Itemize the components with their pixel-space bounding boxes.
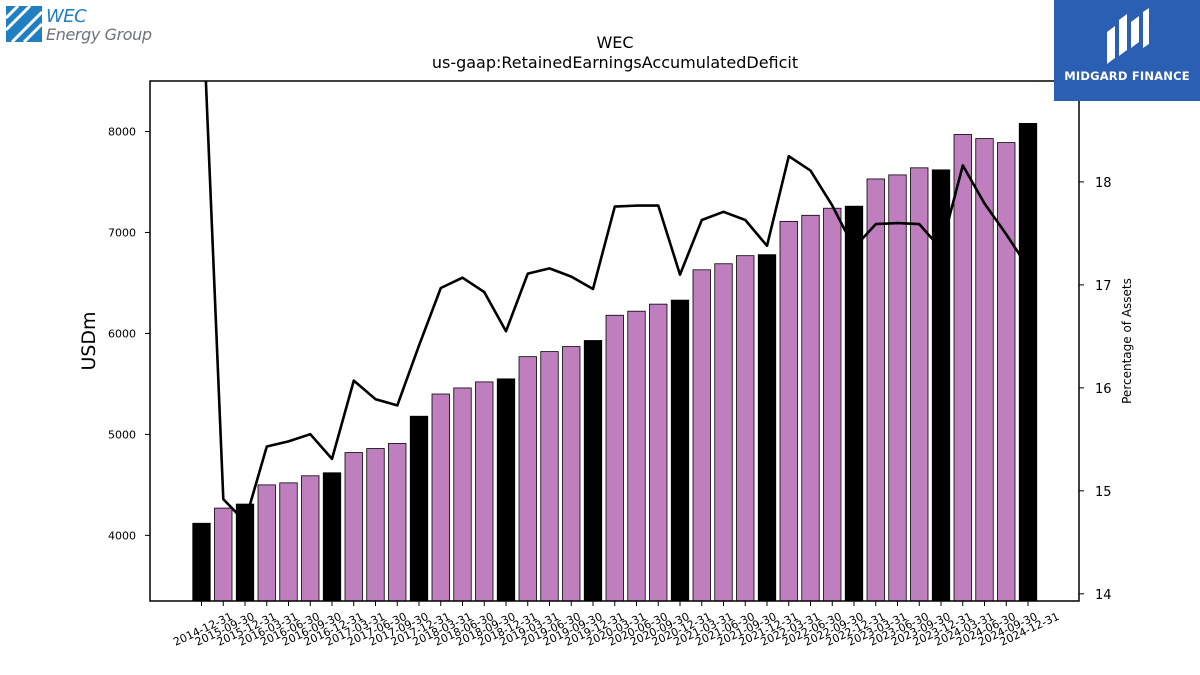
- bar-2023-03-31: [866, 178, 885, 602]
- bar-2019-03-31: [518, 356, 537, 602]
- bar-2017-03-31: [344, 452, 363, 602]
- bar-2022-06-30: [801, 214, 820, 602]
- y2-tick-label-17: 17: [1095, 279, 1112, 294]
- bar-2021-03-31: [692, 269, 711, 602]
- percentage-line: [204, 81, 1030, 524]
- bar-2024-09-30: [997, 142, 1016, 602]
- y2-tick-label-15: 15: [1095, 485, 1112, 500]
- y2-tick-label-18: 18: [1095, 176, 1112, 191]
- bar-2017-06-30: [366, 448, 385, 602]
- bar-2021-06-30: [714, 263, 733, 602]
- bar-2018-12-31: [496, 378, 516, 602]
- y-tick-label-6000: 6000: [108, 327, 136, 340]
- chart-subtitle: us-gaap:RetainedEarningsAccumulatedDefic…: [432, 53, 798, 72]
- chart-title: WEC: [596, 33, 633, 52]
- bar-2022-09-30: [823, 207, 842, 602]
- y-tick-label-7000: 7000: [108, 226, 136, 239]
- y-tick-label-5000: 5000: [108, 428, 136, 441]
- bar-2022-12-31: [844, 205, 864, 602]
- logo-line1: WEC: [46, 6, 87, 27]
- bar-2018-06-30: [453, 387, 472, 602]
- brand-name: MIDGARD FINANCE: [1064, 69, 1190, 83]
- bar-2016-12-31: [322, 472, 342, 602]
- bar-2024-12-31: [1018, 123, 1038, 602]
- bar-2020-12-31: [670, 299, 690, 602]
- bar-2017-09-30: [388, 443, 407, 602]
- bar-2016-06-30: [279, 482, 298, 602]
- bar-2015-09-30: [214, 507, 233, 602]
- y-tick-label-4000: 4000: [108, 529, 136, 542]
- bar-2022-03-31: [779, 220, 798, 602]
- bar-2020-09-30: [649, 303, 668, 602]
- x-axis: 2014-12-312015-09-302015-12-312016-03-31…: [171, 601, 1061, 649]
- midgard-finance-logo: MIDGARD FINANCE: [1054, 0, 1200, 101]
- bar-2018-03-31: [431, 393, 450, 602]
- bar-2024-03-31: [953, 134, 972, 602]
- midgard-logo-icon: [1107, 8, 1149, 64]
- bar-2017-12-31: [409, 415, 429, 602]
- bar-2019-09-30: [562, 346, 581, 602]
- bar-2019-06-30: [540, 351, 559, 602]
- bar-2023-06-30: [888, 174, 907, 602]
- y2-tick-label-16: 16: [1095, 382, 1112, 397]
- bar-2020-03-31: [605, 314, 624, 602]
- bar-2021-09-30: [736, 255, 755, 602]
- wec-logo-icon: [6, 6, 42, 42]
- right-axis: 14 15 16 17 18: [1079, 176, 1112, 603]
- bar-2020-06-30: [627, 310, 646, 602]
- line-group: [204, 81, 1030, 524]
- y2-tick-label-14: 14: [1095, 588, 1112, 603]
- bar-2021-12-31: [757, 254, 777, 602]
- y-axis-label: USDm: [78, 311, 100, 370]
- bar-2014-12-31: [192, 522, 211, 602]
- bar-2016-09-30: [301, 475, 320, 602]
- logo-line2: Energy Group: [46, 25, 152, 44]
- y-tick-label-8000: 8000: [108, 125, 136, 138]
- bar-2024-06-30: [975, 138, 994, 602]
- y2-axis-label: Percentage of Assets: [1120, 278, 1134, 404]
- bar-2023-12-31: [931, 169, 951, 602]
- bar-2019-12-31: [583, 340, 603, 602]
- wec-logo: WEC Energy Group: [6, 6, 166, 46]
- bar-2018-09-30: [475, 381, 494, 602]
- bars-group: [192, 123, 1038, 602]
- bar-2016-03-31: [257, 484, 276, 602]
- left-axis: 4000 5000 6000 7000 8000: [108, 125, 150, 542]
